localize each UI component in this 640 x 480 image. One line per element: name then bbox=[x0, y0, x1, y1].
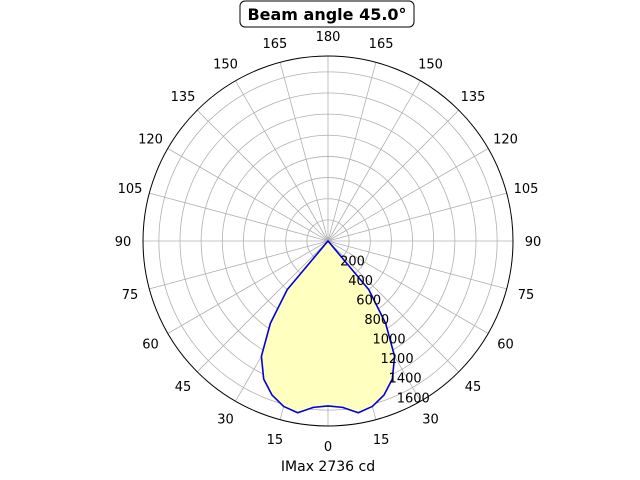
angle-tick-label: 150 bbox=[213, 58, 238, 73]
angle-tick-label: 60 bbox=[142, 338, 159, 353]
angle-tick-label: 60 bbox=[497, 338, 514, 353]
radial-tick-labels: 200 400 600 800 1000 1200 1400 1600 bbox=[340, 255, 430, 407]
radial-tick-label: 800 bbox=[364, 313, 389, 328]
angle-tick-label: 180 bbox=[316, 30, 341, 45]
angle-tick-label: 105 bbox=[514, 182, 539, 197]
angle-grid-line bbox=[149, 192, 329, 242]
radial-tick-label: 1000 bbox=[373, 333, 406, 348]
angle-tick-label: 30 bbox=[422, 413, 439, 428]
angle-grid-line bbox=[327, 80, 421, 242]
angle-tick-label: 15 bbox=[267, 433, 284, 448]
angle-tick-label: 135 bbox=[171, 90, 196, 105]
angle-grid-line bbox=[327, 148, 489, 242]
angle-grid-line bbox=[196, 109, 329, 242]
angle-tick-labels: 0 15 30 45 60 75 90 105 120 135 150 165 180 165 150 135… bbox=[115, 30, 542, 455]
angle-grid-line bbox=[167, 240, 329, 334]
angle-grid-line bbox=[149, 240, 329, 290]
angle-tick-label: 135 bbox=[461, 90, 486, 105]
title-box: Beam angle 45.0° bbox=[239, 0, 415, 28]
angle-tick-label: 165 bbox=[369, 37, 394, 52]
angle-tick-label: 150 bbox=[418, 58, 443, 73]
angle-tick-label: 120 bbox=[138, 133, 163, 148]
radial-tick-label: 200 bbox=[340, 255, 365, 270]
angle-grid-line bbox=[327, 240, 460, 373]
x-axis-label: IMax 2736 cd bbox=[281, 459, 375, 475]
angle-grid-line bbox=[279, 62, 329, 242]
data-layer bbox=[260, 240, 396, 414]
radial-tick-label: 1200 bbox=[381, 352, 414, 367]
angle-tick-label: 165 bbox=[262, 37, 287, 52]
chart-title: Beam angle 45.0° bbox=[247, 5, 406, 24]
beam-intensity-line bbox=[260, 240, 396, 414]
angle-tick-label: 15 bbox=[373, 433, 390, 448]
angle-grid-line bbox=[327, 240, 507, 290]
angle-tick-label: 0 bbox=[324, 440, 332, 455]
angle-tick-label: 75 bbox=[518, 288, 535, 303]
angle-tick-label: 45 bbox=[175, 380, 192, 395]
angle-grid-line bbox=[327, 109, 460, 242]
angle-tick-label: 75 bbox=[122, 288, 139, 303]
radial-tick-label: 1600 bbox=[397, 391, 430, 406]
angle-tick-label: 45 bbox=[465, 380, 482, 395]
angle-grid-line bbox=[327, 240, 489, 334]
angle-grid-line bbox=[235, 80, 329, 242]
angle-tick-label: 105 bbox=[118, 182, 143, 197]
angle-tick-label: 120 bbox=[493, 133, 518, 148]
radial-tick-label: 400 bbox=[348, 274, 373, 289]
radial-tick-label: 600 bbox=[356, 294, 381, 309]
angle-grid-line bbox=[167, 148, 329, 242]
polar-frame bbox=[142, 55, 514, 427]
radial-tick-label: 1400 bbox=[389, 372, 422, 387]
angle-grid-line bbox=[327, 192, 507, 242]
angle-tick-label: 90 bbox=[115, 235, 132, 250]
angle-grid-line bbox=[327, 62, 377, 242]
angle-grid-line bbox=[196, 240, 329, 373]
angle-tick-label: 90 bbox=[525, 235, 542, 250]
beam-fill-area bbox=[261, 241, 395, 413]
angle-tick-label: 30 bbox=[217, 413, 234, 428]
